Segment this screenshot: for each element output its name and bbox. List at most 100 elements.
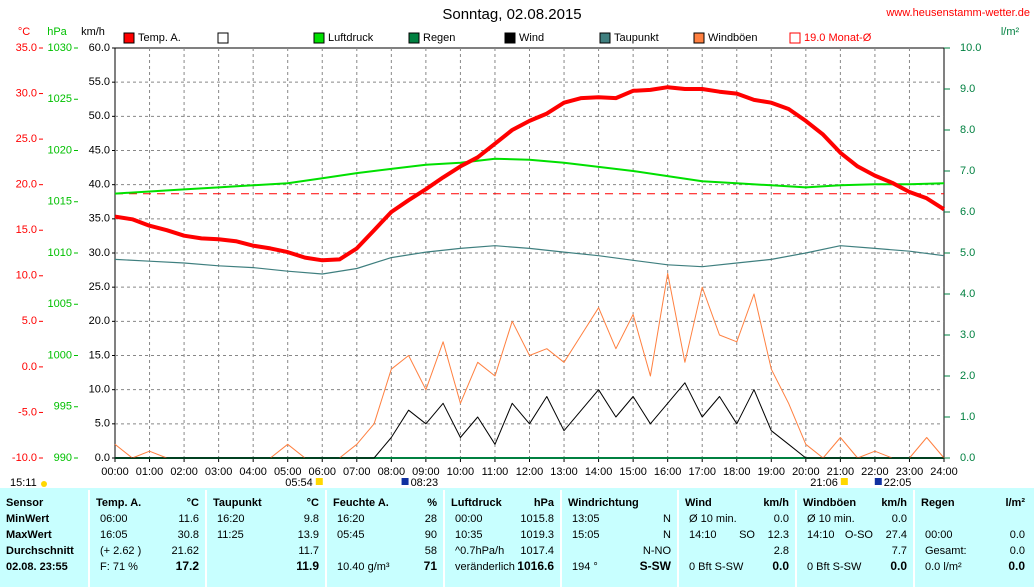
column-unit: hPa	[534, 497, 555, 509]
x-tick-label: 04:00	[239, 466, 267, 478]
x-tick-label: 07:00	[343, 466, 371, 478]
cell-value: 0.0	[1010, 545, 1025, 557]
cell-value: 7.7	[892, 545, 907, 557]
cell-value: S-SW	[640, 559, 672, 573]
legend-swatch	[693, 32, 705, 44]
cell-value: 11.7	[298, 545, 319, 557]
y-tick-label: 15.0	[16, 224, 37, 236]
y-tick-label: 2.0	[960, 370, 975, 382]
cell-value: 0.0	[772, 559, 789, 573]
x-tick-label: 22:00	[861, 466, 889, 478]
y-tick-label: 3.0	[960, 329, 975, 341]
column-title: Temp. A.	[96, 497, 141, 509]
column-unit: km/h	[881, 497, 907, 509]
y-tick-label: 30.0	[89, 247, 110, 259]
column-title: Windböen	[803, 497, 856, 509]
x-tick-label: 10:00	[447, 466, 475, 478]
legend-label: Temp. A.	[138, 32, 181, 44]
legend-swatch	[504, 32, 516, 44]
cell-value: 0.0	[890, 559, 907, 573]
cell-left: 15:05	[572, 529, 600, 541]
cell-value: 1015.8	[520, 513, 554, 525]
marker-icon	[874, 478, 882, 485]
row-label: 02.08. 23:55	[6, 561, 68, 573]
y-tick-label: -10.0	[12, 452, 37, 464]
y-tick-label: 20.0	[89, 315, 110, 327]
cell-value: 0.0	[892, 513, 907, 525]
x-tick-label: 09:00	[412, 466, 440, 478]
cell-middle: SO	[739, 529, 755, 541]
y-tick-label: 5.0	[22, 315, 37, 327]
y-tick-label: 1025	[48, 93, 72, 105]
column-title: Luftdruck	[451, 497, 503, 509]
y-tick-label: 1015	[48, 196, 72, 208]
cell-value: 13.9	[298, 529, 319, 541]
table-background	[0, 488, 1034, 587]
x-tick-label: 19:00	[758, 466, 786, 478]
legend-blank-box	[217, 32, 229, 44]
cell-left: F: 71 %	[100, 561, 138, 573]
cell-left: Ø 10 min.	[807, 513, 855, 525]
cell-left: 10.40 g/m³	[337, 561, 390, 573]
x-tick-label: 18:00	[723, 466, 751, 478]
y-tick-label: 7.0	[960, 165, 975, 177]
column-unit: km/h	[763, 497, 789, 509]
x-tick-label: 17:00	[688, 466, 716, 478]
legend-swatch	[123, 32, 135, 44]
y-tick-label: 1005	[48, 298, 72, 310]
column-unit: °C	[307, 497, 319, 509]
cell-left: 14:10	[807, 529, 835, 541]
cell-left: (+ 2.62 )	[100, 545, 141, 557]
y-tick-label: 995	[54, 401, 72, 413]
column-unit: %	[427, 497, 437, 509]
y-tick-label: 1010	[48, 247, 72, 259]
cell-value: 30.8	[178, 529, 199, 541]
cell-left: 06:00	[100, 513, 128, 525]
x-tick-label: 20:00	[792, 466, 820, 478]
y-tick-label: 35.0	[16, 42, 37, 54]
cell-left: Gesamt:	[925, 545, 967, 557]
marker-label: 08:23	[411, 477, 439, 489]
cell-value: 90	[425, 529, 437, 541]
cell-left: 0 Bft S-SW	[689, 561, 744, 573]
current-time: 15:11	[10, 477, 37, 489]
cell-value: 2.8	[774, 545, 789, 557]
x-tick-label: 05:00	[274, 466, 302, 478]
x-tick-label: 01:00	[136, 466, 164, 478]
legend-swatch	[599, 32, 611, 44]
x-tick-label: 11:00	[482, 466, 509, 478]
y-tick-label: 1.0	[960, 411, 975, 423]
y-tick-label: 1000	[48, 349, 72, 361]
y-tick-label: 990	[54, 452, 72, 464]
column-title: Wind	[685, 497, 712, 509]
cell-left: 16:20	[337, 513, 365, 525]
series-line	[114, 245, 945, 275]
row-label: MaxWert	[6, 529, 52, 541]
cell-value: 0.0	[1008, 559, 1025, 573]
cell-left: 00:00	[925, 529, 953, 541]
series-line	[114, 85, 946, 263]
y-tick-label: 35.0	[89, 213, 110, 225]
y-tick-label: 5.0	[95, 418, 110, 430]
cell-value: 1016.6	[517, 559, 554, 573]
cell-value: 71	[424, 559, 438, 573]
cell-left: ^0.7hPa/h	[455, 545, 504, 557]
y-tick-label: 15.0	[89, 349, 110, 361]
marker-label: 22:05	[884, 477, 912, 489]
y-tick-label: 30.0	[16, 87, 37, 99]
cell-value: N	[663, 513, 671, 525]
legend-label: Taupunkt	[614, 32, 659, 44]
x-tick-label: 02:00	[170, 466, 198, 478]
cell-left: 0 Bft S-SW	[807, 561, 862, 573]
x-tick-label: 16:00	[654, 466, 682, 478]
cell-left: 0.0 l/m²	[925, 561, 962, 573]
legend-label: Luftdruck	[328, 32, 374, 44]
legend-swatch	[789, 32, 801, 44]
column-title: Feuchte A.	[333, 497, 389, 509]
y-tick-label: 1020	[48, 144, 72, 156]
website: www.heusenstamm-wetter.de	[885, 7, 1030, 19]
x-tick-label: 21:00	[827, 466, 855, 478]
y-tick-label: 40.0	[89, 179, 110, 191]
y-tick-label: 25.0	[16, 133, 37, 145]
x-tick-label: 00:00	[101, 466, 129, 478]
